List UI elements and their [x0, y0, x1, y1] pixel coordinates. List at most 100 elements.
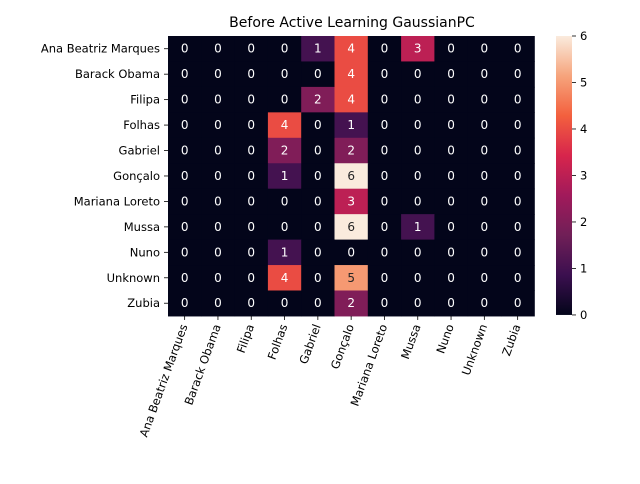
colorbar-tick-label: 2: [580, 215, 587, 229]
x-tick-label: Ana Beatriz Marques: [137, 322, 191, 439]
heatmap-cell: [467, 290, 502, 317]
cell-value-label: 0: [514, 67, 522, 81]
cell-value-label: 0: [447, 118, 455, 132]
heatmap-cell: [267, 188, 302, 215]
cell-value-label: 5: [347, 271, 355, 285]
heatmap-cell: [434, 188, 469, 215]
colorbar-tick-label: 3: [580, 168, 587, 182]
cell-value-label: 2: [347, 144, 355, 158]
heatmap-cell: [334, 188, 369, 215]
cell-value-label: 0: [214, 271, 222, 285]
heatmap-cell: [301, 61, 335, 88]
heatmap-cell: [434, 137, 469, 164]
heatmap-cell: [267, 86, 302, 113]
cell-value-label: 0: [314, 169, 322, 183]
cell-value-label: 4: [281, 271, 289, 285]
y-tick-label: Folhas: [123, 118, 160, 132]
heatmap-cell: [234, 112, 269, 139]
cell-value-label: 0: [514, 93, 522, 107]
heatmap-cell: [201, 163, 236, 190]
heatmap-cell: [267, 137, 302, 164]
heatmap-cell: [301, 36, 335, 62]
y-tick-label: Barack Obama: [75, 67, 160, 81]
cell-value-label: 0: [381, 67, 389, 81]
cell-value-label: 0: [181, 245, 189, 259]
cell-value-label: 0: [181, 220, 189, 234]
cell-value-label: 0: [314, 144, 322, 158]
x-tick-label: Filipa: [234, 322, 257, 355]
heatmap-cell: [501, 61, 535, 88]
heatmap-cell: [367, 86, 402, 113]
heatmap-cell: [501, 214, 535, 241]
heatmap-cell: [201, 290, 236, 317]
cell-value-label: 0: [181, 271, 189, 285]
cell-value-label: 0: [514, 271, 522, 285]
heatmap-cell: [401, 188, 435, 215]
y-tick-label: Filipa: [130, 93, 160, 107]
cell-value-label: 1: [414, 220, 422, 234]
heatmap-cell: [334, 86, 369, 113]
heatmap-cell: [201, 265, 236, 291]
heatmap-cell: [367, 239, 402, 266]
heatmap-cell: [234, 61, 269, 88]
cell-value-label: 0: [381, 118, 389, 132]
heatmap-cell: [168, 163, 202, 190]
x-tick-label: Gabriel: [296, 322, 323, 366]
cell-value-label: 0: [314, 271, 322, 285]
heatmap-cell: [401, 290, 435, 317]
cell-value-label: 0: [381, 271, 389, 285]
heatmap-cell: [267, 214, 302, 241]
heatmap-cell: [401, 137, 435, 164]
cell-value-label: 0: [214, 67, 222, 81]
heatmap-cell: [367, 112, 402, 139]
cell-value-label: 0: [314, 220, 322, 234]
y-tick-label: Nuno: [130, 245, 160, 259]
heatmap-cell: [367, 265, 402, 291]
heatmap-cell: [467, 239, 502, 266]
x-tick-label: Unknown: [459, 322, 490, 377]
cell-value-label: 0: [347, 245, 355, 259]
cell-value-label: 0: [281, 93, 289, 107]
heatmap-cell: [501, 239, 535, 266]
heatmap-cell: [267, 163, 302, 190]
cell-value-label: 0: [447, 194, 455, 208]
cell-value-label: 0: [447, 169, 455, 183]
heatmap-cell: [501, 265, 535, 291]
x-tick-label: Folhas: [265, 322, 291, 361]
y-tick-label: Gonçalo: [113, 169, 160, 183]
heatmap-cell: [401, 239, 435, 266]
cell-value-label: 0: [447, 144, 455, 158]
cell-value-label: 0: [514, 118, 522, 132]
x-tick-label: Gonçalo: [328, 322, 357, 371]
cell-value-label: 0: [214, 245, 222, 259]
y-tick-label: Mussa: [124, 220, 160, 234]
heatmap-cell: [301, 214, 335, 241]
heatmap-cell: [501, 163, 535, 190]
heatmap-cell: [434, 239, 469, 266]
heatmap-cell: [267, 112, 302, 139]
cell-value-label: 0: [481, 245, 489, 259]
cell-value-label: 0: [247, 220, 255, 234]
cell-value-label: 0: [314, 245, 322, 259]
cell-value-label: 4: [347, 42, 355, 56]
cell-value-label: 0: [414, 296, 422, 310]
x-tick-label: Barack Obama: [182, 322, 224, 407]
cell-value-label: 1: [347, 118, 355, 132]
cell-value-label: 0: [414, 93, 422, 107]
cell-value-label: 0: [481, 93, 489, 107]
heatmap-cell: [501, 86, 535, 113]
heatmap-cell: [334, 112, 369, 139]
cell-value-label: 0: [514, 144, 522, 158]
colorbar-tick-label: 4: [580, 122, 587, 136]
heatmap-cell: [401, 265, 435, 291]
heatmap-cell: [201, 86, 236, 113]
y-tick-label: Zubia: [127, 296, 160, 310]
cell-value-label: 0: [481, 42, 489, 56]
cell-value-label: 0: [447, 271, 455, 285]
cell-value-label: 0: [214, 169, 222, 183]
heatmap-cell: [334, 137, 369, 164]
heatmap-cell: [201, 239, 236, 266]
heatmap-cell: [401, 214, 435, 241]
cell-value-label: 0: [314, 296, 322, 310]
cell-value-label: 1: [314, 42, 322, 56]
